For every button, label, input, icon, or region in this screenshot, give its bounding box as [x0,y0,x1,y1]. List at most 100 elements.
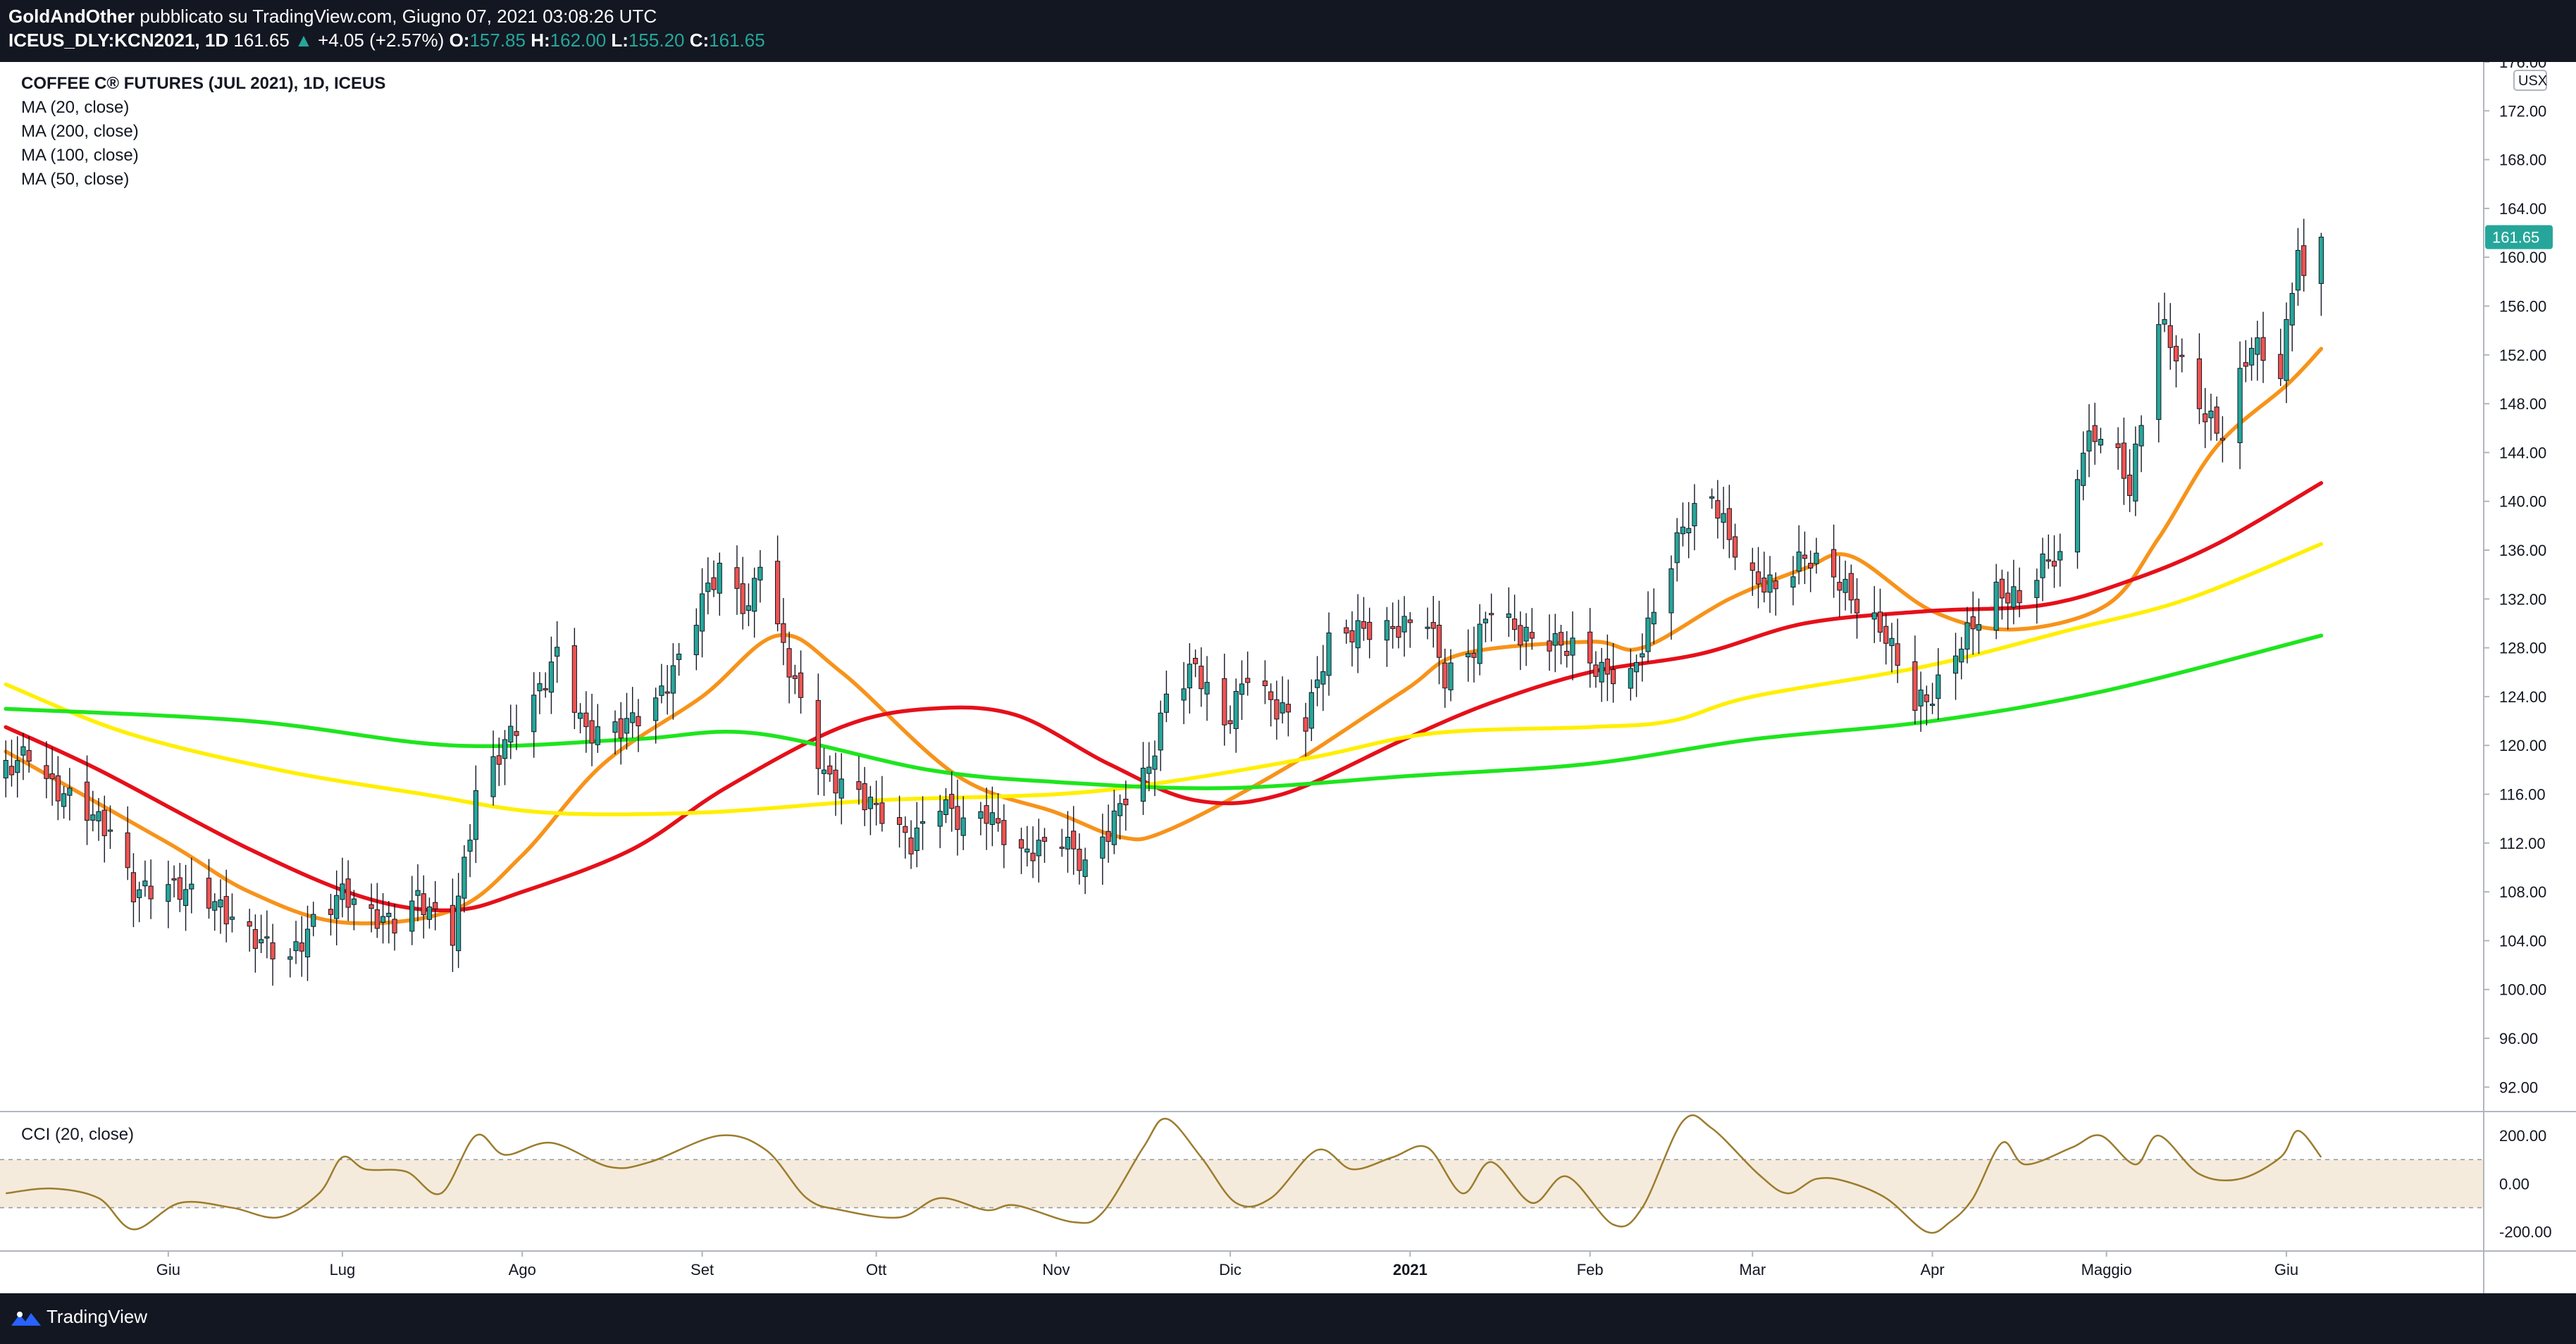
candle-body[interactable] [1924,694,1929,702]
candle-body[interactable] [328,909,334,915]
candle-body[interactable] [821,769,827,774]
candle-body[interactable] [745,605,752,611]
candle-body[interactable] [1767,574,1773,593]
candle-body[interactable] [1999,578,2005,599]
candle-body[interactable] [1854,599,1860,614]
symbol-name[interactable]: ICEUS_DLY:KCN2021, 1D [8,30,229,51]
candle-body[interactable] [1952,655,1959,674]
candle-body[interactable] [2284,319,2289,381]
candle-body[interactable] [2301,245,2307,276]
candle-body[interactable] [2203,413,2208,423]
candle-body[interactable] [2162,319,2167,325]
candle-body[interactable] [166,884,171,902]
candle-body[interactable] [1285,704,1291,713]
candle-body[interactable] [340,883,345,900]
candle-body[interactable] [1726,508,1732,540]
candle-body[interactable] [978,811,984,819]
candle-body[interactable] [1361,621,1367,629]
candle-body[interactable] [44,765,49,779]
candle-body[interactable] [571,645,577,713]
candle-body[interactable] [1790,576,1796,587]
candle-body[interactable] [1564,650,1570,657]
candle-body[interactable] [1030,852,1036,861]
candle-body[interactable] [2040,553,2045,578]
candle-body[interactable] [960,817,966,836]
candle-body[interactable] [1628,668,1633,689]
candle-body[interactable] [1303,717,1308,732]
candle-body[interactable] [2127,474,2133,496]
candle-body[interactable] [717,562,722,594]
candle-body[interactable] [1227,720,1233,725]
price-chart[interactable]: 92.00 96.00 100.00 104.00 108.00 112.00 116.00… [0,62,2576,1293]
candle-body[interactable] [630,712,636,723]
candle-body[interactable] [3,759,8,778]
candle-body[interactable] [1929,704,1936,707]
candle-body[interactable] [1239,683,1245,695]
candle-body[interactable] [1558,632,1564,646]
candle-body[interactable] [148,885,154,900]
tradingview-logo-icon[interactable] [10,1307,42,1330]
candle-body[interactable] [264,936,270,939]
candle-body[interactable] [2057,551,2063,561]
candle-body[interactable] [543,688,548,691]
candle-body[interactable] [1442,662,1448,689]
candle-body[interactable] [1222,678,1227,726]
candle-body[interactable] [1344,627,1349,634]
candle-body[interactable] [496,755,502,765]
candle-body[interactable] [1326,633,1332,676]
candle-body[interactable] [1640,653,1645,658]
candle-body[interactable] [583,712,589,728]
candle-body[interactable] [2115,443,2121,449]
candle-body[interactable] [1512,618,1518,630]
candle-body[interactable] [1041,837,1048,842]
candle-body[interactable] [862,783,867,811]
candle-body[interactable] [1674,532,1680,564]
candle-body[interactable] [949,794,955,809]
candle-body[interactable] [182,889,189,906]
candle-body[interactable] [1773,580,1778,590]
candle-body[interactable] [670,665,676,694]
candle-body[interactable] [595,726,600,745]
candle-body[interactable] [304,928,311,957]
candle-body[interactable] [2051,561,2057,567]
candle-body[interactable] [548,661,555,693]
candle-body[interactable] [1686,528,1692,533]
candle-body[interactable] [740,583,745,614]
candle-body[interactable] [798,672,804,698]
candle-body[interactable] [2248,347,2255,366]
candle-body[interactable] [1123,798,1129,806]
candle-body[interactable] [1645,617,1651,652]
candle-body[interactable] [299,942,304,952]
candle-body[interactable] [2017,590,2022,604]
candle-body[interactable] [1529,632,1535,639]
candle-body[interactable] [676,654,682,660]
candle-body[interactable] [130,872,137,902]
candle-body[interactable] [792,675,798,679]
candle-body[interactable] [693,625,699,656]
candle-body[interactable] [1651,611,1657,625]
candle-body[interactable] [1796,552,1802,572]
candle-body[interactable] [1871,612,1877,620]
candle-body[interactable] [15,760,20,773]
candle-body[interactable] [1918,690,1924,707]
candle-body[interactable] [914,827,919,852]
candle-body[interactable] [2098,439,2104,446]
candle-body[interactable] [218,900,223,908]
candle-body[interactable] [1059,847,1065,850]
candle-body[interactable] [252,929,258,949]
candle-body[interactable] [433,902,438,909]
candle-body[interactable] [2074,479,2081,553]
candle-body[interactable] [1877,611,1883,633]
candle-body[interactable] [1024,848,1030,853]
candle-body[interactable] [409,900,415,932]
candle-body[interactable] [2219,437,2225,441]
candle-body[interactable] [1158,712,1163,751]
candle-body[interactable] [1245,678,1251,683]
candle-body[interactable] [1604,659,1610,675]
candle-body[interactable] [1587,631,1593,664]
candle-body[interactable] [1471,652,1477,658]
candle-body[interactable] [589,720,595,744]
candle-body[interactable] [1523,626,1529,642]
candle-body[interactable] [1843,578,1848,593]
candle-body[interactable] [1633,661,1640,673]
